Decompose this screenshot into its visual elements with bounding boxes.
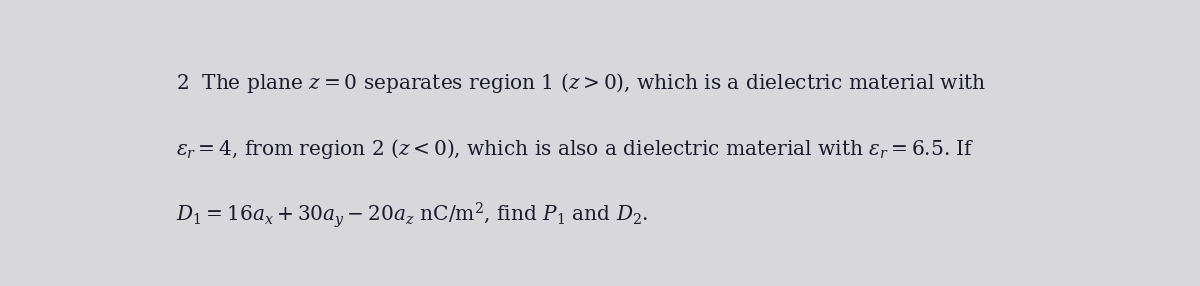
Text: $\varepsilon_r = 4$, from region 2 $(z < 0)$, which is also a dielectric materia: $\varepsilon_r = 4$, from region 2 $(z <…: [176, 137, 974, 161]
Text: 2  The plane $z = 0$ separates region 1 $(z > 0)$, which is a dielectric materia: 2 The plane $z = 0$ separates region 1 $…: [176, 71, 986, 95]
Text: $D_1 = 16a_x + 30a_y - 20a_z$ nC/m$^2$, find $P_1$ and $D_2$.: $D_1 = 16a_x + 30a_y - 20a_z$ nC/m$^2$, …: [176, 200, 648, 230]
